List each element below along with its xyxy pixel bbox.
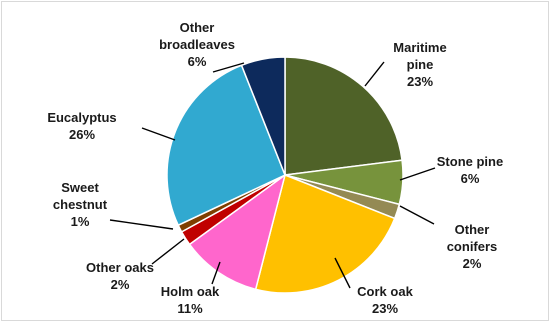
pie-slice-maritime-pine [284, 56, 403, 176]
data-label-line: Holm oak [161, 284, 220, 299]
leader-line-other-broadleaves [212, 62, 245, 73]
data-label-eucalyptus: Eucalyptus 26% [47, 110, 116, 142]
slice-labels: Maritime pine 23% Stone pine 6% Other conifers… [47, 20, 503, 316]
data-label-line: Other oaks [86, 260, 154, 275]
data-label-line: Other [180, 20, 215, 35]
data-label-line: chestnut [53, 197, 108, 212]
leader-line-maritime-pine [364, 61, 385, 87]
data-label-maritime-pine: Maritime pine 23% [393, 40, 446, 89]
data-label-other-broadleaves: Other broadleaves 6% [159, 20, 235, 69]
data-label-line: Cork oak [357, 284, 413, 299]
data-label-line: broadleaves [159, 37, 235, 52]
leader-line-holm-oak [211, 261, 221, 285]
pie-slice-other-broadleaves [240, 56, 286, 176]
data-label-line: 26% [69, 127, 95, 142]
data-label-line: pine [407, 57, 434, 72]
leader-line-other-oaks [151, 238, 185, 265]
data-label-stone-pine: Stone pine 6% [437, 154, 503, 186]
pie-slice-cork-oak [254, 173, 396, 294]
data-label-line: Eucalyptus [47, 110, 116, 125]
leader-lines [109, 61, 436, 289]
leader-line-eucalyptus [141, 127, 176, 141]
pie-slice-eucalyptus [166, 64, 286, 227]
data-label-line: Stone pine [437, 154, 503, 169]
data-label-line: Other [455, 222, 490, 237]
data-label-line: 23% [372, 301, 398, 316]
leader-line-sweet-chestnut [109, 219, 174, 230]
data-label-holm-oak: Holm oak 11% [161, 284, 220, 316]
data-label-line: conifers [447, 239, 498, 254]
data-label-line: 2% [111, 277, 130, 292]
data-label-line: Sweet [61, 180, 99, 195]
data-label-line: Maritime [393, 40, 446, 55]
data-label-line: 6% [461, 171, 480, 186]
data-label-other-oaks: Other oaks 2% [86, 260, 154, 292]
data-label-line: 2% [463, 256, 482, 271]
pie-slices [166, 56, 404, 294]
data-label-cork-oak: Cork oak 23% [357, 284, 413, 316]
data-label-line: 1% [71, 214, 90, 229]
data-label-other-conifers: Other conifers 2% [447, 222, 498, 271]
leader-line-other-conifers [399, 205, 435, 225]
data-label-sweet-chestnut: Sweet chestnut 1% [53, 180, 108, 229]
data-label-line: 23% [407, 74, 433, 89]
data-label-line: 11% [177, 301, 203, 316]
leader-line-cork-oak [334, 257, 351, 289]
data-label-line: 6% [188, 54, 207, 69]
leader-line-stone-pine [399, 167, 436, 181]
pie-slice-holm-oak [188, 173, 287, 291]
